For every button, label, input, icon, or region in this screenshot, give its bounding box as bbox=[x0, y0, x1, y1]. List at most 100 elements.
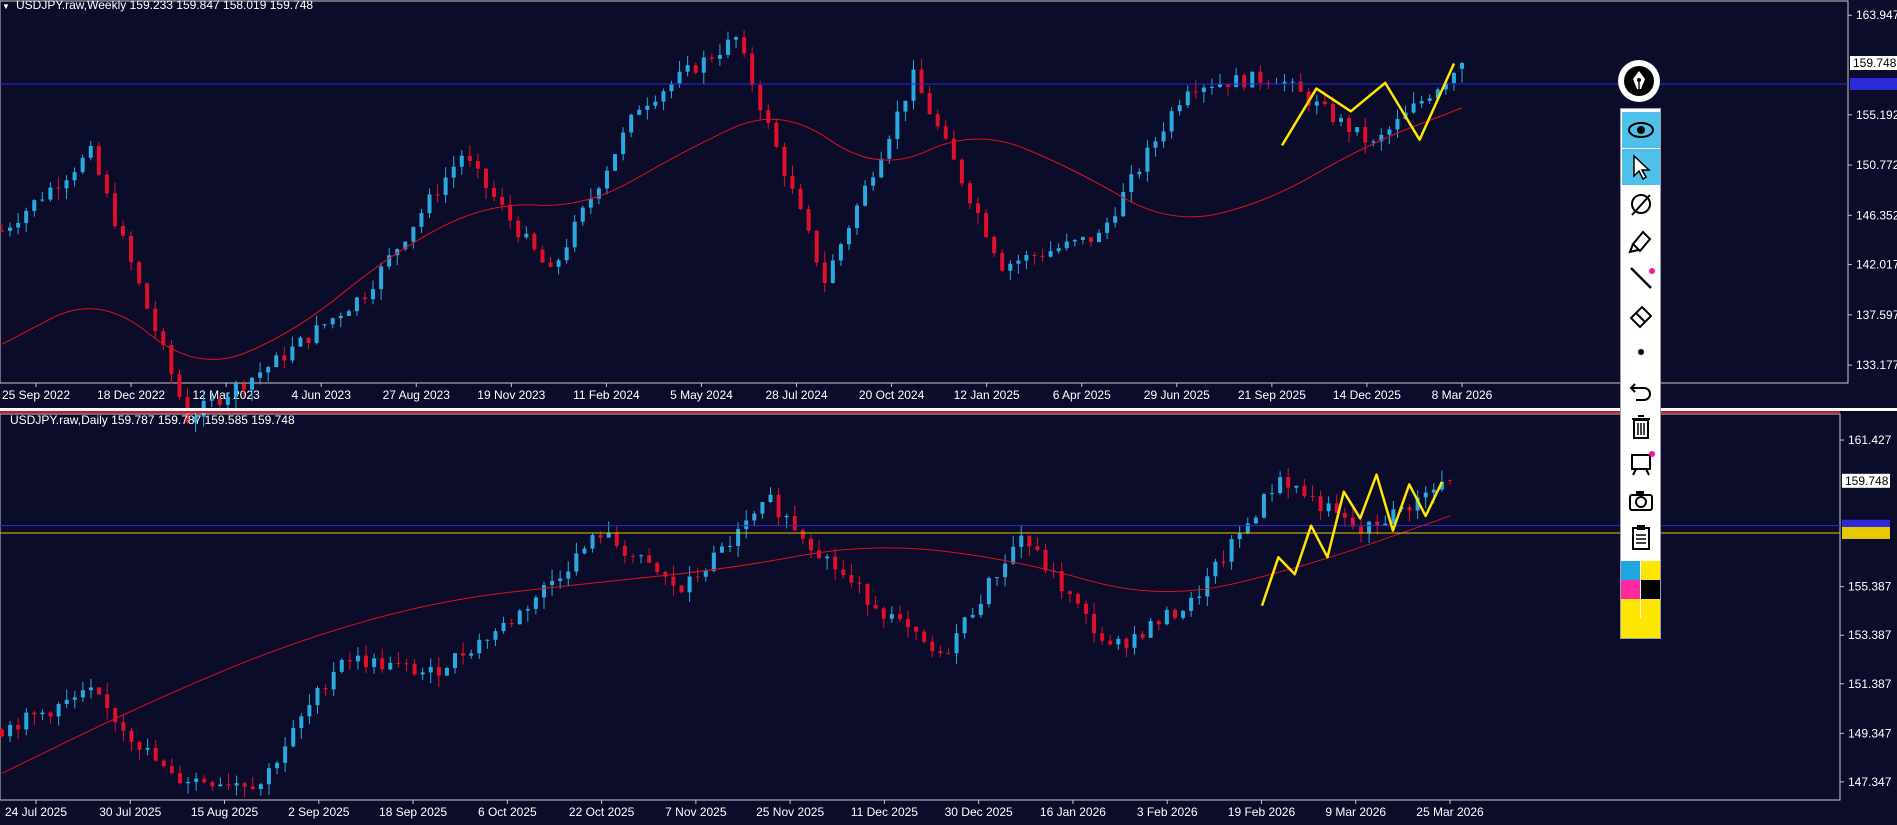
bull-candle bbox=[1339, 118, 1344, 122]
bear-candle bbox=[750, 53, 755, 86]
bear-candle bbox=[1359, 526, 1364, 534]
bear-candle bbox=[475, 160, 480, 169]
bear-candle bbox=[782, 146, 787, 177]
bear-candle bbox=[647, 555, 652, 563]
trash-tool-button[interactable] bbox=[1622, 408, 1660, 444]
bull-candle bbox=[485, 639, 490, 641]
bull-candle bbox=[193, 416, 198, 423]
bear-candle bbox=[919, 69, 924, 94]
bear-candle bbox=[153, 747, 158, 761]
eraser-tool-button[interactable] bbox=[1622, 297, 1660, 333]
bull-candle bbox=[525, 608, 530, 611]
bear-candle bbox=[1347, 118, 1352, 133]
color-swatch-large[interactable] bbox=[1621, 618, 1660, 638]
bear-candle bbox=[1221, 561, 1226, 563]
bear-candle bbox=[1350, 517, 1355, 527]
x-tick-label: 19 Nov 2023 bbox=[477, 388, 545, 402]
bear-candle bbox=[959, 159, 964, 184]
bull-candle bbox=[580, 207, 585, 222]
highlighter-tool-button[interactable] bbox=[1622, 223, 1660, 259]
bull-candle bbox=[645, 105, 650, 110]
bear-candle bbox=[362, 297, 367, 300]
presentation-board-tool-button[interactable] bbox=[1622, 445, 1660, 481]
bull-candle bbox=[752, 513, 757, 521]
line-tool-tool-button[interactable] bbox=[1622, 260, 1660, 296]
bear-candle bbox=[1375, 521, 1380, 526]
bull-candle bbox=[1411, 103, 1416, 113]
daily-chart-panel[interactable]: 161.427 155.387 153.387 151.387 149.347 147.3… bbox=[0, 413, 1892, 819]
bull-candle bbox=[64, 699, 69, 705]
bull-candle bbox=[1213, 561, 1218, 577]
color-swatch[interactable] bbox=[1621, 599, 1640, 618]
bull-candle bbox=[1153, 141, 1158, 148]
eye-tool-button[interactable] bbox=[1622, 112, 1660, 148]
bull-candle bbox=[1229, 539, 1234, 562]
panel-separator[interactable] bbox=[0, 408, 1897, 411]
zigzag-drawing[interactable] bbox=[1260, 473, 1444, 607]
bear-candle bbox=[630, 555, 635, 557]
bull-candle bbox=[986, 578, 991, 605]
bull-candle bbox=[784, 515, 789, 518]
bull-candle bbox=[8, 227, 13, 231]
bull-candle bbox=[493, 631, 498, 640]
bear-candle bbox=[671, 576, 676, 586]
bull-candle bbox=[307, 705, 312, 717]
bear-candle bbox=[873, 604, 878, 609]
bear-candle bbox=[500, 197, 505, 205]
bull-candle bbox=[582, 548, 587, 554]
color-swatch[interactable] bbox=[1621, 580, 1640, 599]
x-tick-label: 11 Dec 2025 bbox=[851, 805, 918, 819]
bull-candle bbox=[274, 355, 279, 368]
clipboard-tool-button[interactable] bbox=[1622, 519, 1660, 555]
camera-tool-button[interactable] bbox=[1622, 482, 1660, 518]
presentation-board-icon bbox=[1631, 451, 1655, 476]
x-tick-label: 29 Jun 2025 bbox=[1144, 388, 1210, 402]
bear-candle bbox=[992, 236, 997, 254]
x-tick-label: 3 Feb 2026 bbox=[1137, 805, 1198, 819]
bull-candle bbox=[72, 697, 77, 700]
x-tick-label: 2 Sep 2025 bbox=[288, 805, 350, 819]
bear-candle bbox=[48, 712, 53, 717]
color-swatch[interactable] bbox=[1641, 561, 1660, 580]
bull-candle bbox=[1278, 477, 1283, 494]
bull-candle bbox=[501, 622, 506, 632]
bull-candle bbox=[1371, 141, 1376, 143]
bull-candle bbox=[1137, 171, 1142, 175]
pen-nib-logo-icon[interactable] bbox=[1618, 60, 1660, 102]
bull-candle bbox=[1435, 89, 1440, 99]
x-tick-label: 18 Dec 2022 bbox=[97, 388, 165, 402]
bull-candle bbox=[1132, 634, 1137, 648]
bull-candle bbox=[768, 494, 773, 503]
pen-brush-tool-button[interactable] bbox=[1622, 186, 1660, 222]
color-swatch[interactable] bbox=[1641, 580, 1660, 599]
bear-candle bbox=[177, 773, 182, 784]
zigzag-drawing[interactable] bbox=[1280, 63, 1456, 147]
cursor-arrow-tool-button[interactable] bbox=[1622, 149, 1660, 185]
x-tick-label: 6 Apr 2025 bbox=[1053, 388, 1111, 402]
bear-candle bbox=[1330, 104, 1335, 122]
bull-candle bbox=[1290, 81, 1295, 83]
bull-candle bbox=[911, 69, 916, 101]
bull-candle bbox=[606, 532, 611, 538]
bear-candle bbox=[881, 608, 886, 619]
bear-candle bbox=[169, 766, 174, 774]
color-swatch[interactable] bbox=[1641, 599, 1660, 618]
dot-size-tool-button[interactable] bbox=[1622, 334, 1660, 370]
bull-candle bbox=[825, 556, 830, 559]
bull-candle bbox=[994, 577, 999, 579]
x-tick-label: 11 Feb 2024 bbox=[573, 388, 640, 402]
bull-candle bbox=[590, 535, 595, 549]
x-tick-label: 18 Sep 2025 bbox=[379, 805, 447, 819]
bear-candle bbox=[532, 233, 537, 250]
undo-tool-button[interactable] bbox=[1622, 371, 1660, 407]
weekly-chart-panel[interactable]: 163.947 155.192 150.772 146.352 142.017 137.5… bbox=[0, 0, 1897, 433]
bull-candle bbox=[48, 187, 53, 200]
bear-candle bbox=[1286, 477, 1291, 488]
bear-candle bbox=[483, 168, 488, 188]
bull-candle bbox=[1314, 101, 1319, 106]
bear-candle bbox=[1342, 512, 1347, 518]
weekly-collapse-icon[interactable]: ▼ bbox=[2, 2, 10, 11]
bear-candle bbox=[849, 575, 854, 583]
color-swatch[interactable] bbox=[1621, 561, 1640, 580]
bull-candle bbox=[863, 185, 868, 206]
